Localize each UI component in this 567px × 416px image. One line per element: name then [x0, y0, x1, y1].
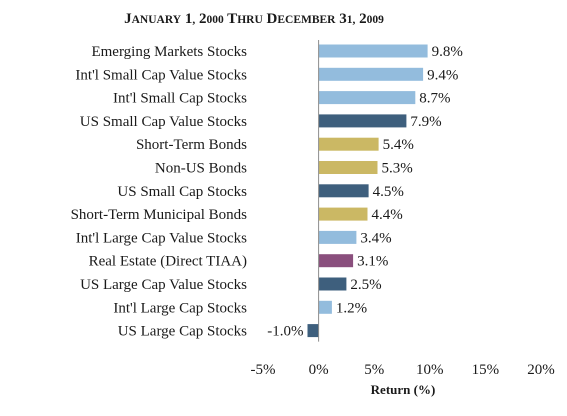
x-tick-label: 0% [309, 362, 329, 378]
category-label: Short-Term Bonds [136, 137, 247, 153]
data-label: 8.7% [419, 91, 450, 107]
bar [318, 91, 416, 105]
data-label: 9.4% [427, 67, 458, 83]
x-tick-label: 20% [527, 362, 555, 378]
category-label: Real Estate (Direct TIAA) [89, 254, 247, 270]
bar [318, 44, 428, 58]
category-label: US Small Cap Value Stocks [80, 114, 247, 130]
category-label: US Large Cap Stocks [118, 324, 247, 340]
category-label: Int'l Large Cap Stocks [113, 300, 247, 316]
bar [318, 230, 357, 244]
x-axis-title: Return (%) [371, 382, 436, 397]
data-label: 5.3% [382, 161, 413, 177]
data-label: 3.4% [360, 230, 391, 246]
category-label: Non-US Bonds [155, 161, 247, 177]
bar [318, 300, 332, 314]
x-tick-label: 15% [472, 362, 500, 378]
category-label: Short-Term Municipal Bonds [71, 207, 248, 223]
data-label: 5.4% [383, 137, 414, 153]
bar [318, 207, 368, 221]
x-tick-label: 5% [364, 362, 384, 378]
data-label: 4.4% [372, 207, 403, 223]
x-axis-ticks: -5% 0% 5% 10% 15% 20% [251, 362, 555, 378]
category-label: Emerging Markets Stocks [91, 44, 247, 60]
bar [307, 324, 319, 338]
chart-title: JANUARY 1, 2000 THRU DECEMBER 31, 2009 [124, 11, 384, 27]
x-tick-label: 10% [416, 362, 444, 378]
category-label: US Large Cap Value Stocks [80, 277, 247, 293]
data-label: 2.5% [350, 277, 381, 293]
bar [318, 114, 407, 128]
data-label: 3.1% [357, 254, 388, 270]
bar [318, 137, 379, 151]
data-label: -1.0% [267, 324, 303, 340]
category-label: Int'l Small Cap Stocks [113, 91, 247, 107]
category-labels: Emerging Markets Stocks Int'l Small Cap V… [71, 44, 248, 340]
bar [318, 254, 354, 268]
data-label: 1.2% [336, 300, 367, 316]
value-labels: 9.8% 9.4% 8.7% 7.9% 5.4% 5.3% 4.5% 4.4% 3.4% 3.1%… [267, 44, 463, 340]
category-label: Int'l Small Cap Value Stocks [75, 67, 247, 83]
bar [318, 184, 369, 198]
data-label: 9.8% [432, 44, 463, 60]
category-label: Int'l Large Cap Value Stocks [76, 230, 247, 246]
x-tick-label: -5% [251, 362, 276, 378]
bar [318, 277, 347, 291]
category-label: US Small Cap Stocks [117, 184, 247, 200]
data-label: 4.5% [373, 184, 404, 200]
bar [318, 161, 378, 174]
bar [318, 67, 424, 81]
data-label: 7.9% [410, 114, 441, 130]
bars [307, 44, 428, 338]
